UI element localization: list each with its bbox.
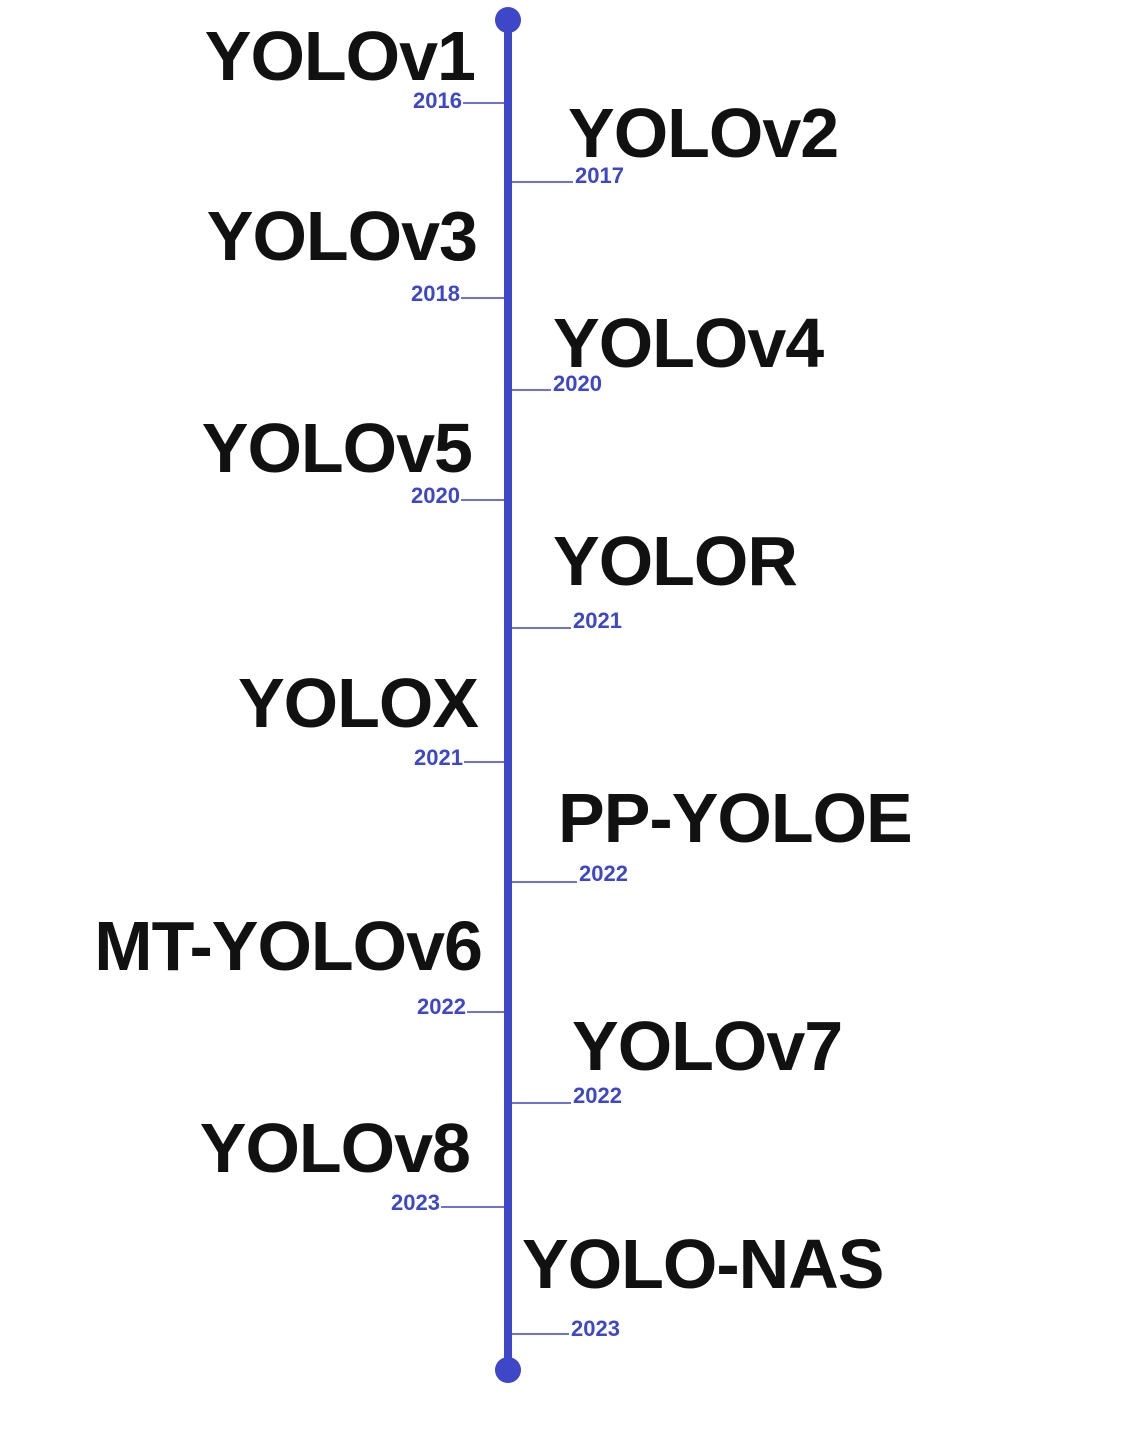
model-name: YOLOX [238,664,479,742]
model-name: YOLOv7 [572,1007,842,1085]
release-year: 2020 [553,371,602,396]
release-year: 2021 [573,608,622,633]
release-year: 2018 [411,281,460,306]
model-name: YOLOv2 [568,94,838,172]
release-year: 2022 [579,861,628,886]
model-name: PP-YOLOE [558,779,912,857]
model-name: YOLOv4 [553,304,824,382]
release-year: 2017 [575,163,624,188]
model-name: MT-YOLOv6 [94,907,482,985]
axis-start-dot [495,7,521,33]
release-year: 2020 [411,483,460,508]
release-year: 2016 [413,88,462,113]
model-name: YOLOR [553,522,797,600]
release-year: 2023 [391,1190,440,1215]
release-year: 2022 [417,994,466,1019]
model-name: YOLOv1 [205,17,475,95]
model-name: YOLOv8 [200,1109,470,1187]
model-name: YOLOv5 [202,409,472,487]
model-name: YOLO-NAS [522,1225,883,1303]
release-year: 2023 [571,1316,620,1341]
axis-end-dot [495,1357,521,1383]
release-year: 2022 [573,1083,622,1108]
model-name: YOLOv3 [207,197,477,275]
release-year: 2021 [414,745,463,770]
